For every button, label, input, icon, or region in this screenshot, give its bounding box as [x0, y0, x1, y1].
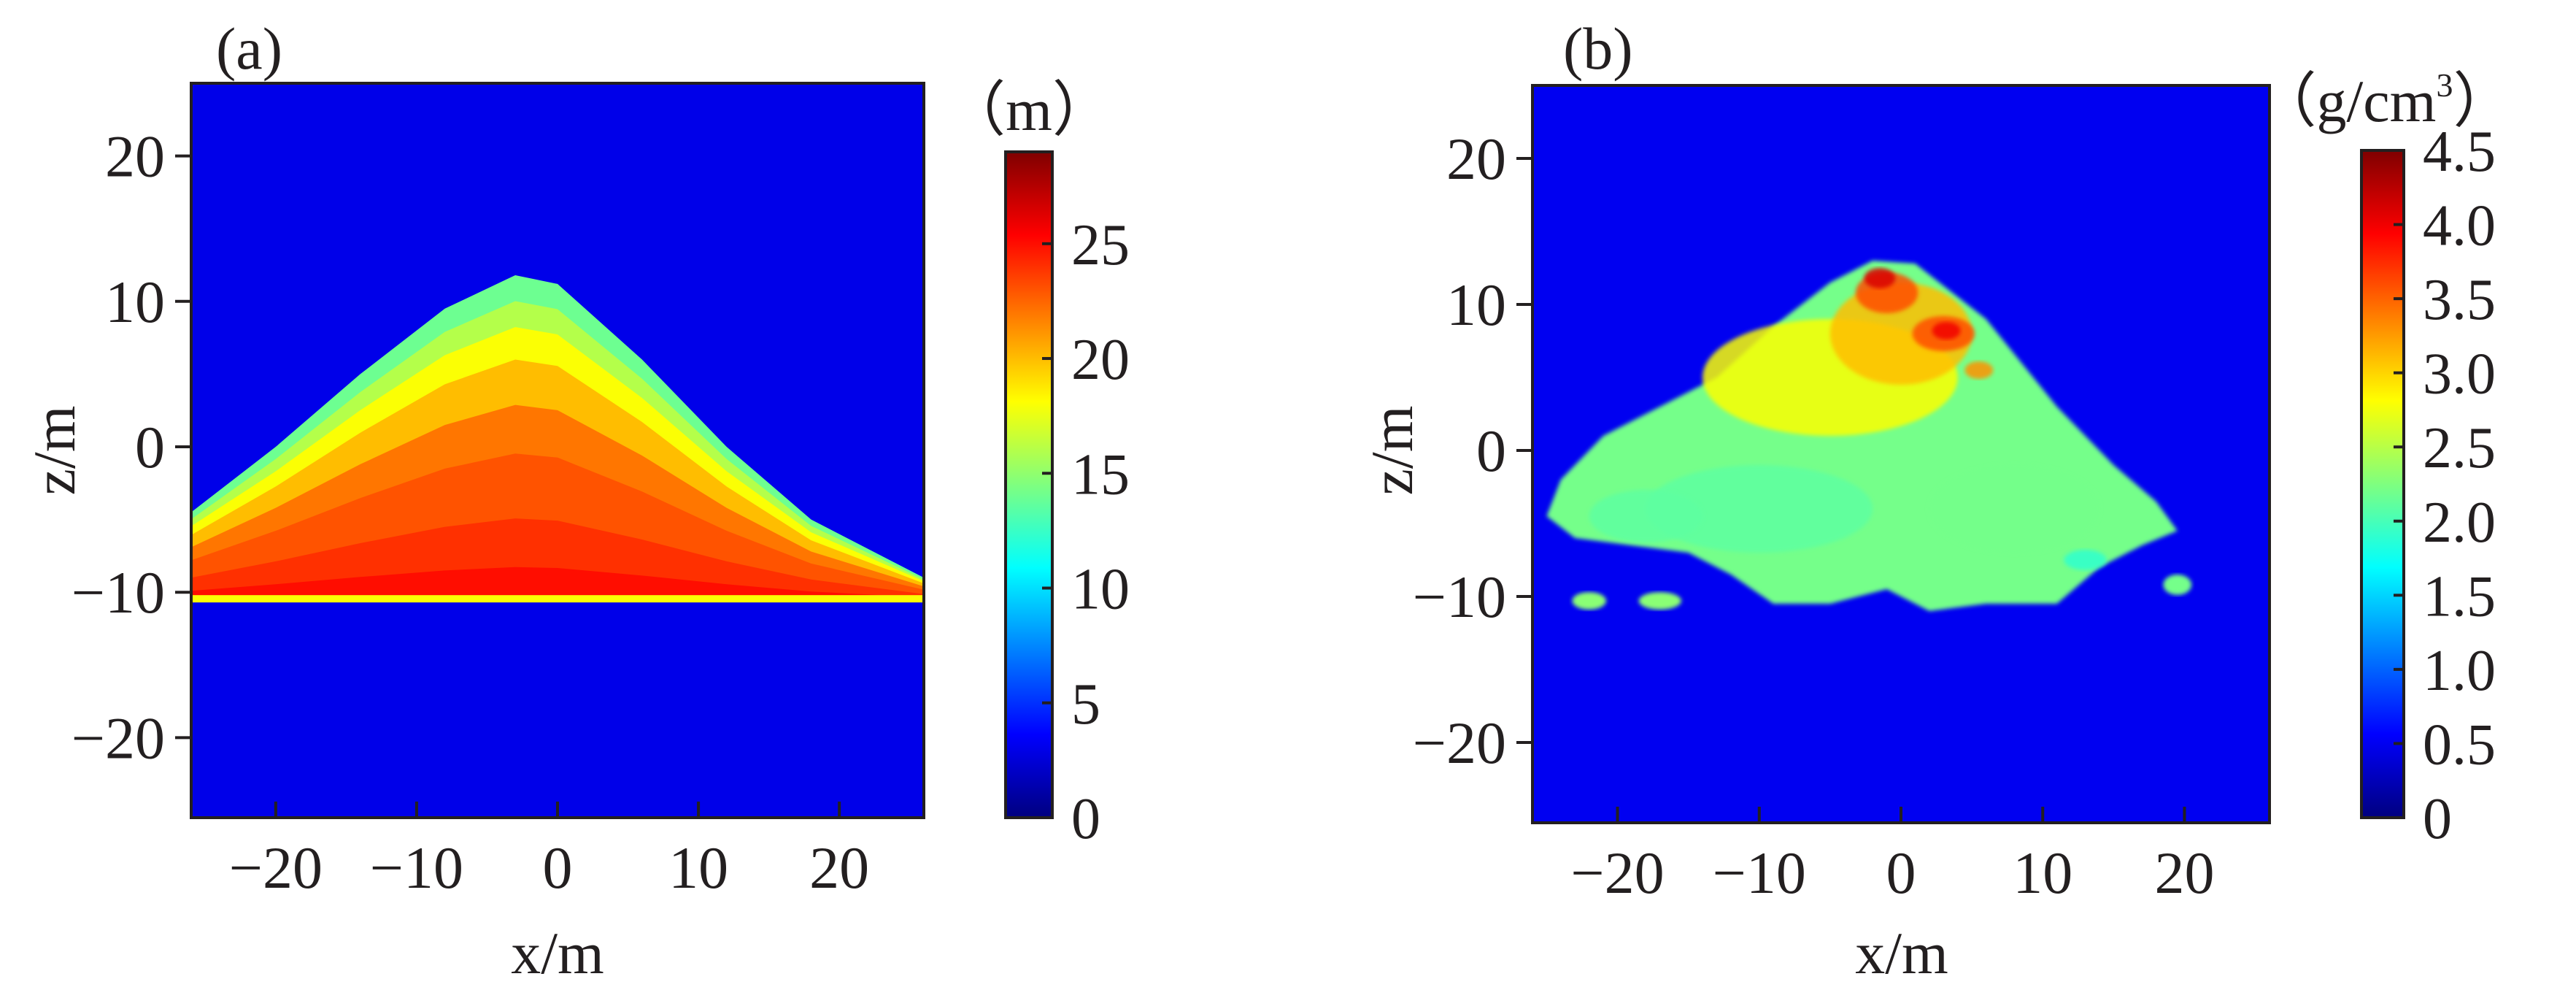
panel-a-ytick-label: 0	[135, 414, 165, 480]
panel-b-density-patch	[1964, 361, 1994, 379]
panel-a-xtick-label: 10	[668, 834, 728, 901]
panel-b-colorbar-unit-prefix: （g/cm	[2257, 68, 2437, 134]
panel-b-density-patch	[1929, 465, 2099, 553]
panel-b-colorbar-tick-label: 1.5	[2423, 564, 2496, 629]
panel-b: (b) −20 −10 0 10 20 20 10 0 −10 −20 x/m z/m （g/cm…	[1359, 15, 2513, 986]
panel-b-density-patch	[1829, 283, 1973, 385]
panel-a-colorbar-unit: （m）	[946, 77, 1112, 143]
panel-b-heatmap	[1532, 85, 2270, 823]
panel-b-label: (b)	[1563, 15, 1633, 82]
panel-b-colorbar-unit-sup: 3	[2436, 66, 2453, 104]
panel-a-xtick-label: −20	[229, 834, 323, 901]
panel-b-colorbar-tick-label: 0.5	[2423, 713, 2496, 777]
panel-b-colorbar-tick-label: 2.0	[2423, 491, 2496, 555]
panel-b-colorbar-tick-label: 3.0	[2423, 342, 2496, 407]
panel-b-density-patch	[1646, 465, 1873, 553]
panel-b-ytick-label: 0	[1476, 418, 1506, 484]
panel-a-value-band	[191, 567, 924, 600]
panel-b-density-patch	[1932, 322, 1961, 339]
panel-a-ytick-label: 20	[105, 123, 165, 190]
panel-a-ytick-label: −10	[72, 559, 165, 626]
panel-b-colorbar-unit: （g/cm3）	[2257, 66, 2513, 134]
panel-b-colorbar-tick-label: 4.5	[2423, 120, 2496, 184]
panel-a-colorbar-tick-label: 10	[1071, 558, 1130, 622]
panel-b-colorbar-tick-label: 4.0	[2423, 194, 2496, 258]
panel-a-xtick-label: 20	[809, 834, 869, 901]
panel-b-xtick-label: −20	[1570, 840, 1664, 906]
panel-a-label: (a)	[216, 15, 282, 82]
panel-b-ytick-label: 10	[1446, 272, 1506, 338]
panel-b-xtick-label: 0	[1886, 840, 1916, 906]
panel-b-ticks: −20 −10 0 10 20 20 10 0 −10 −20	[1413, 126, 2215, 906]
panel-a-colorbar-tick-label: 15	[1071, 442, 1130, 507]
panel-b-density-patch	[2064, 550, 2107, 570]
panel-a-base-line	[191, 595, 924, 603]
panel-b-colorbar-tick-label: 1.0	[2423, 639, 2496, 703]
panel-b-ytick-label: −20	[1413, 710, 1506, 776]
panel-b-density-patch	[1864, 268, 1896, 288]
panel-b-colorbar-tick-label: 3.5	[2423, 268, 2496, 332]
panel-b-ytick-label: 20	[1446, 126, 1506, 192]
panel-b-ylabel: z/m	[1359, 406, 1425, 496]
panel-b-isolated-blob	[2163, 575, 2192, 595]
panel-a-ytick-label: −20	[72, 705, 165, 771]
panel-a: (a) −20 −10 0 10 20 20 10 0 −10 −20 x/m z/m （m） 0…	[21, 15, 1130, 986]
panel-b-ytick-label: −10	[1413, 564, 1506, 630]
panel-b-colorbar	[2360, 149, 2405, 819]
panel-b-density-patch	[1589, 490, 1703, 542]
panel-a-ticks: −20 −10 0 10 20 20 10 0 −10 −20	[72, 123, 869, 901]
panel-a-heatmap	[191, 83, 924, 818]
panel-a-ylabel: z/m	[21, 406, 88, 496]
panel-a-colorbar-tick-label: 25	[1071, 213, 1130, 277]
panel-a-colorbar-tick-label: 5	[1071, 672, 1100, 737]
panel-b-colorbar-tick-label: 0	[2423, 787, 2452, 851]
panel-a-ytick-label: 10	[105, 269, 165, 335]
panel-b-xtick-label: −10	[1713, 840, 1806, 906]
panel-a-xlabel: x/m	[511, 920, 604, 986]
panel-a-xtick-label: 0	[543, 834, 573, 901]
panel-b-colorbar-tick-label: 2.5	[2423, 416, 2496, 480]
panel-b-xtick-label: 20	[2154, 840, 2214, 906]
panel-a-xtick-label: −10	[370, 834, 463, 901]
panel-b-colorbar-unit-suffix: ）	[2453, 68, 2513, 134]
panel-a-colorbar-tick-label: 20	[1071, 328, 1130, 392]
panel-b-xtick-label: 10	[2013, 840, 2072, 906]
panel-b-isolated-blob	[1638, 592, 1681, 610]
panel-a-colorbar-tick-label: 0	[1071, 787, 1100, 851]
panel-a-colorbar	[1004, 150, 1054, 819]
panel-b-isolated-blob	[1572, 592, 1607, 610]
panel-a-colorbar-ticks: 0 5 10 15 20 25	[1042, 213, 1130, 851]
panel-b-colorbar-ticks: 0 0.5 1.0 1.5 2.0 2.5 3.0 3.5 4.0 4.5	[2394, 120, 2496, 851]
panel-b-xlabel: x/m	[1855, 920, 1948, 986]
